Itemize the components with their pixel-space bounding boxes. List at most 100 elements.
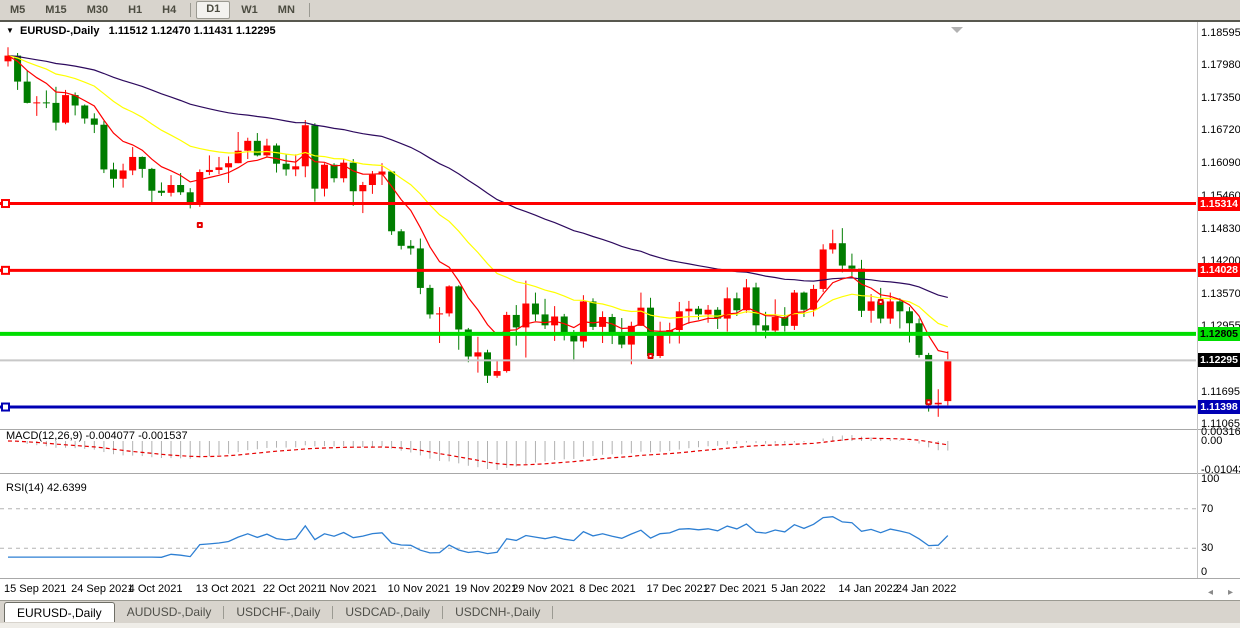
- macd-scale-label: 0.00: [1201, 435, 1223, 447]
- price-axis-tick: 1.18595: [1201, 27, 1240, 39]
- rsi-scale-label: 0: [1201, 566, 1208, 578]
- macd-indicator-label: MACD(12,26,9) -0.004077 -0.001537: [6, 430, 188, 442]
- candle-body: [330, 164, 338, 179]
- candle-body: [771, 317, 779, 331]
- chart-title: ▼ EURUSD-,Daily 1.11512 1.12470 1.11431 …: [6, 25, 276, 37]
- chart-symbol-label: EURUSD-,Daily: [19, 25, 100, 37]
- tab-divider: [332, 605, 334, 619]
- price-axis-tick: 1.17980: [1201, 58, 1240, 71]
- chart-tab-audusd[interactable]: AUDUSD-,Daily: [126, 605, 212, 619]
- macd-scale-label: 0.003165: [1201, 426, 1240, 439]
- line-anchor-handle[interactable]: [1, 402, 10, 412]
- macd-scale-label: -0.01043: [1201, 463, 1240, 476]
- line-anchor-handle[interactable]: [1, 265, 10, 275]
- timeframe-button-h4[interactable]: H4: [162, 4, 177, 16]
- timeframe-button-m30[interactable]: M30: [86, 4, 109, 16]
- macd-signal-line: [7, 437, 948, 466]
- price-level-badge: 1.14028: [1198, 263, 1240, 278]
- candle-body: [138, 156, 146, 169]
- date-axis-label: 19 Nov 2021: [454, 583, 518, 595]
- timeframe-button-w1[interactable]: W1: [241, 4, 258, 16]
- candle-body: [14, 55, 22, 82]
- price-axis-tick: 1.14830: [1201, 222, 1240, 235]
- moving-average-line-55: [7, 55, 948, 298]
- panel-separator[interactable]: [0, 429, 1240, 430]
- candle-body: [263, 145, 271, 156]
- candle-body: [512, 314, 520, 328]
- price-level-badge: 1.12295: [1198, 353, 1240, 368]
- rsi-scale-label: 100: [1201, 473, 1220, 485]
- candle-body: [810, 288, 818, 310]
- date-axis-label: 4 Oct 2021: [128, 583, 183, 595]
- candle-body: [23, 81, 31, 103]
- candle-body: [215, 167, 223, 170]
- price-level-badge: 1.11398: [1198, 400, 1240, 415]
- chart-tab-bar: EURUSD-,Daily AUDUSD-,Daily USDCHF-,Daily U…: [0, 600, 1240, 628]
- signal-marker-dot: [879, 300, 882, 303]
- candle-body: [33, 102, 41, 104]
- candle-body: [253, 140, 261, 156]
- panel-separator[interactable]: [0, 578, 1240, 579]
- candle-body: [503, 314, 511, 372]
- scroll-left-arrow-icon[interactable]: ◂: [1208, 587, 1214, 598]
- candle-body: [397, 231, 405, 246]
- price-axis-tick: 1.17350: [1201, 91, 1240, 104]
- price-axis-tick: 1.16090: [1201, 157, 1240, 170]
- price-axis-border: [1197, 22, 1198, 578]
- candle-body: [148, 168, 156, 191]
- candle-body: [368, 174, 376, 186]
- chevron-down-icon[interactable]: ▼: [6, 26, 14, 35]
- candle-body: [714, 309, 722, 319]
- candle-body: [90, 118, 98, 125]
- candle-body: [570, 332, 578, 342]
- timeframe-button-d1[interactable]: D1: [196, 1, 231, 19]
- candle-body: [944, 360, 952, 402]
- candle-body: [925, 354, 933, 405]
- candle-body: [752, 287, 760, 326]
- candle-body: [685, 308, 693, 312]
- chart-tab-usdcnh[interactable]: USDCNH-,Daily: [455, 605, 541, 619]
- timeframe-toolbar: M5 M15 M30 H1 H4 D1 W1 MN: [0, 0, 1240, 22]
- candle-body: [340, 162, 348, 179]
- date-axis-label: 13 Oct 2021: [195, 583, 256, 595]
- candle-body: [388, 171, 396, 232]
- candle-body: [244, 140, 252, 151]
- chart-tab-eurusd[interactable]: EURUSD-,Daily: [4, 602, 115, 622]
- timeframe-button-mn[interactable]: MN: [277, 4, 295, 16]
- candle-body: [742, 287, 750, 311]
- candle-body: [675, 311, 683, 331]
- candle-body: [858, 268, 866, 311]
- candle-body: [81, 105, 89, 119]
- chart-ohlc-values: 1.11512 1.12470 1.11431 1.12295: [108, 25, 276, 37]
- candle-body: [896, 301, 904, 312]
- date-axis-label: 27 Dec 2021: [704, 583, 767, 595]
- candle-body: [196, 172, 204, 205]
- chart-shift-marker-icon[interactable]: [951, 27, 963, 33]
- timeframe-button-m15[interactable]: M15: [45, 4, 67, 16]
- candle-body: [522, 303, 530, 328]
- candle-body: [311, 125, 319, 189]
- panel-separator[interactable]: [0, 473, 1240, 474]
- date-axis-label: 17 Dec 2021: [646, 583, 709, 595]
- line-anchor-handle[interactable]: [1, 199, 10, 209]
- rsi-scale-label: 30: [1201, 542, 1214, 555]
- candle-body: [167, 185, 175, 193]
- candle-body: [416, 248, 424, 288]
- candle-body: [320, 164, 328, 189]
- candle-body: [618, 332, 626, 345]
- timeframe-button-h1[interactable]: H1: [128, 4, 143, 16]
- price-chart-canvas[interactable]: [0, 22, 1240, 600]
- date-axis-label: 1 Nov 2021: [320, 583, 377, 595]
- date-axis-label: 14 Jan 2022: [838, 583, 899, 595]
- candle-body: [301, 125, 309, 167]
- price-axis-tick: 1.11065: [1201, 418, 1240, 431]
- date-axis-label: 5 Jan 2022: [771, 583, 826, 595]
- timeframe-button-m5[interactable]: M5: [10, 4, 26, 16]
- candle-body: [647, 307, 655, 356]
- chart-tab-usdcad[interactable]: USDCAD-,Daily: [345, 605, 431, 619]
- price-axis-tick: 1.16720: [1201, 124, 1240, 137]
- candle-body: [704, 309, 712, 315]
- chart-tab-usdchf[interactable]: USDCHF-,Daily: [236, 605, 321, 619]
- candle-body: [129, 156, 137, 171]
- scroll-right-arrow-icon[interactable]: ▸: [1228, 587, 1234, 598]
